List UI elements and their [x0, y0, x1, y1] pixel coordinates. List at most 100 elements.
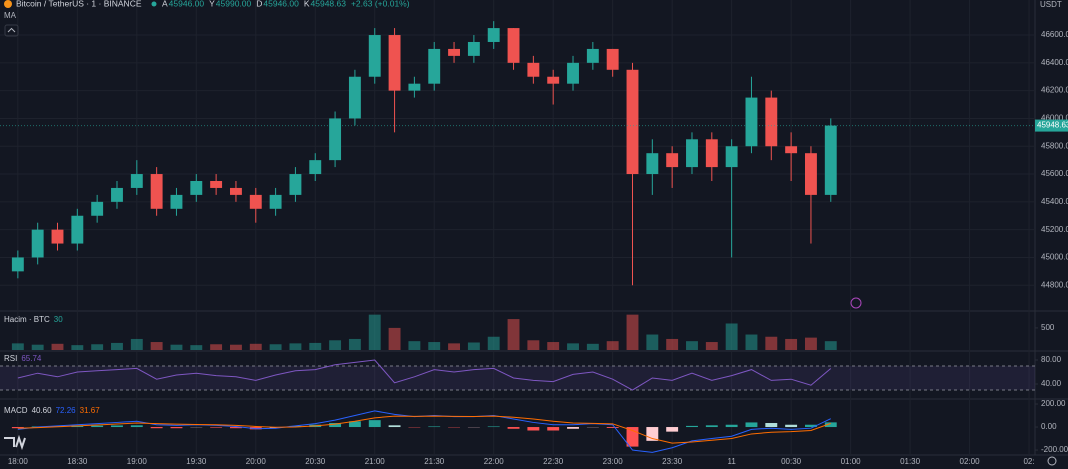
- volume-bar: [51, 343, 64, 350]
- x-tick-label: 02:00: [960, 457, 981, 466]
- candle-body: [111, 187, 123, 202]
- macd-histogram: [824, 422, 837, 428]
- ohlc-legend: A 45946.00 Y 45990.00 D 45946.00 K 45948.63 +2.6…: [162, 0, 410, 8]
- ohlc-value: 45990.00: [216, 0, 252, 8]
- alert-icon[interactable]: [850, 297, 862, 309]
- volume-bar: [467, 342, 480, 350]
- volume-bar: [368, 314, 381, 350]
- macd-histogram: [606, 427, 619, 428]
- candle-body: [368, 35, 381, 77]
- candle-body: [130, 174, 143, 188]
- macd-histogram: [130, 425, 143, 428]
- volume-bar: [686, 341, 698, 350]
- volume-bar: [111, 342, 123, 350]
- macd-histogram: [329, 423, 342, 428]
- y-tick-label: 46000.00: [1041, 114, 1068, 123]
- y-tick-label: 45000.00: [1041, 253, 1068, 262]
- volume-bar: [785, 338, 798, 350]
- macd-histogram: [487, 426, 500, 428]
- volume-bar: [824, 341, 837, 350]
- volume-bar: [269, 344, 282, 350]
- volume-bar: [765, 336, 778, 350]
- volume-bar: [230, 344, 242, 350]
- macd-histogram: [765, 423, 778, 428]
- x-tick-label: 19:30: [186, 457, 207, 466]
- y-tick-label: 46200.00: [1041, 86, 1068, 95]
- ohlc-key: K: [304, 0, 310, 8]
- candle-body: [91, 201, 104, 216]
- candle-body: [507, 28, 520, 63]
- collapse-button[interactable]: [4, 24, 19, 37]
- x-tick-label: 11: [727, 457, 736, 466]
- volume-bar: [547, 342, 560, 350]
- status-dot: [151, 1, 157, 7]
- candle-body: [626, 69, 639, 175]
- volume-bar: [348, 338, 361, 350]
- candle-body: [487, 28, 500, 42]
- candle-body: [388, 35, 401, 91]
- last-price-label: 45948.63: [1037, 121, 1068, 130]
- ohlc-value: 45948.63: [311, 0, 347, 8]
- y-tick-label: 45400.00: [1041, 197, 1068, 206]
- collapse-icon: [7, 27, 16, 33]
- candle-body: [686, 139, 698, 168]
- macd-histogram: [805, 424, 817, 428]
- volume-bar: [91, 344, 104, 350]
- symbol-title: Bitcoin / TetherUS · 1 · BINANCE: [16, 0, 142, 8]
- rsi-line: [17, 359, 832, 391]
- candle-body: [31, 229, 44, 258]
- volume-bar: [130, 338, 143, 350]
- macd-histogram: [626, 427, 639, 447]
- macd-histogram: [150, 427, 163, 429]
- candle-body: [289, 174, 302, 195]
- volume-bar: [249, 343, 262, 350]
- candle-body: [586, 48, 599, 63]
- volume-bar: [31, 344, 44, 350]
- volume-bar: [71, 345, 84, 350]
- y-tick-label: 40.00: [1041, 379, 1062, 388]
- macd-histogram: [567, 427, 579, 429]
- volume-bar: [507, 319, 520, 350]
- y-tick-label: -200.00: [1041, 445, 1068, 454]
- candle-body: [705, 139, 718, 168]
- macd-histogram: [547, 427, 560, 431]
- candle-body: [11, 257, 24, 272]
- candle-body: [765, 97, 778, 147]
- logo: [4, 434, 26, 451]
- pane-title: RSI: [4, 354, 17, 363]
- macd-histogram: [686, 425, 698, 428]
- volume-bar: [448, 343, 460, 350]
- macd-histogram: [11, 427, 24, 429]
- volume-bar: [586, 343, 599, 350]
- volume-bar: [210, 344, 223, 350]
- candle-body: [745, 97, 758, 147]
- macd-histogram: [71, 425, 84, 428]
- candle-body: [805, 153, 817, 195]
- volume-bar: [11, 343, 24, 350]
- candle-body: [448, 48, 460, 56]
- candle-body: [467, 41, 480, 56]
- ohlc-value: 45946.00: [169, 0, 205, 8]
- ohlc-value: 45946.00: [263, 0, 299, 8]
- pane-value: 30: [54, 315, 63, 324]
- ohlc-key: D: [256, 0, 262, 8]
- y-tick-label: 45200.00: [1041, 225, 1068, 234]
- currency[interactable]: USDT: [1040, 0, 1062, 9]
- candle-body: [547, 76, 560, 84]
- macd-histogram: [91, 425, 104, 428]
- x-tick-label: 21:30: [424, 457, 445, 466]
- candle-body: [646, 153, 659, 175]
- macd-histogram: [745, 422, 758, 428]
- macd-histogram: [725, 424, 738, 428]
- settings-button[interactable]: [1047, 456, 1057, 466]
- macd-histogram: [210, 427, 223, 428]
- macd-histogram: [249, 427, 262, 430]
- pane-value: 40.60: [32, 406, 53, 415]
- macd-histogram: [170, 427, 183, 429]
- y-tick-label: 500: [1041, 323, 1055, 332]
- candle-body: [230, 187, 242, 195]
- y-tick-label: 80.00: [1041, 355, 1062, 364]
- volume-bar: [428, 342, 441, 350]
